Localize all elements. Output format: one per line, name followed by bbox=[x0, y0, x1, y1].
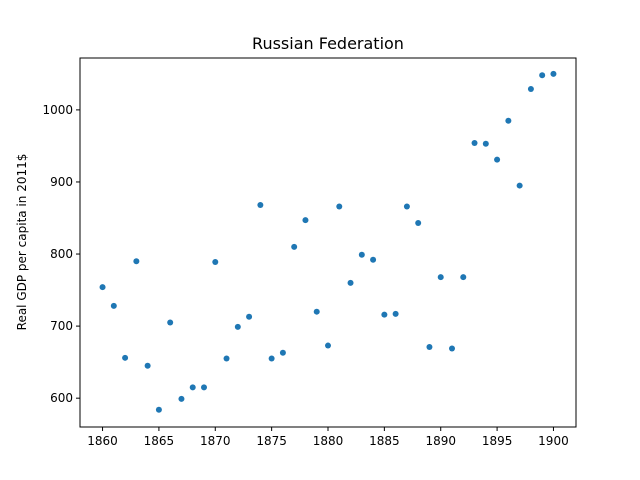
y-tick-label: 600 bbox=[50, 391, 73, 405]
data-point bbox=[325, 342, 331, 349]
x-tick-label: 1900 bbox=[538, 434, 569, 448]
data-point bbox=[155, 406, 162, 413]
x-tick-label: 1890 bbox=[425, 434, 456, 448]
data-point bbox=[482, 140, 489, 147]
data-point bbox=[167, 319, 174, 326]
data-point bbox=[381, 311, 388, 318]
plot-area: 1860 1865 1870 1875 1880 1885 1890 1895 1900 600 7… bbox=[42, 57, 577, 448]
data-point bbox=[347, 279, 354, 286]
data-point bbox=[178, 395, 185, 402]
data-point bbox=[370, 256, 377, 263]
data-point bbox=[392, 310, 399, 317]
data-point bbox=[291, 243, 298, 250]
data-point bbox=[539, 72, 546, 79]
data-point bbox=[302, 217, 309, 224]
data-point bbox=[133, 258, 140, 265]
data-point bbox=[471, 140, 478, 147]
y-axis-label: Real GDP per capita in 2011$ bbox=[15, 154, 29, 331]
data-point bbox=[122, 354, 129, 361]
x-tick-label: 1870 bbox=[200, 434, 231, 448]
data-point bbox=[189, 384, 196, 391]
data-point bbox=[144, 362, 151, 369]
data-point bbox=[201, 384, 207, 391]
x-tick-label: 1865 bbox=[144, 434, 175, 448]
data-point bbox=[234, 323, 241, 330]
chart-title: Russian Federation bbox=[252, 34, 404, 53]
data-point bbox=[268, 355, 275, 362]
data-point bbox=[110, 302, 117, 309]
data-point bbox=[516, 182, 523, 189]
data-point bbox=[257, 202, 264, 209]
data-point bbox=[460, 274, 467, 281]
data-point bbox=[403, 203, 410, 210]
x-tick-label: 1880 bbox=[313, 434, 344, 448]
y-tick-label: 900 bbox=[50, 175, 73, 189]
data-point bbox=[313, 308, 320, 315]
data-point bbox=[415, 220, 422, 227]
x-tick-label: 1885 bbox=[369, 434, 400, 448]
data-point bbox=[99, 284, 106, 291]
data-point bbox=[279, 349, 286, 356]
data-point bbox=[494, 156, 501, 163]
data-point bbox=[212, 258, 219, 265]
data-point bbox=[336, 203, 343, 210]
x-tick-label: 1860 bbox=[87, 434, 118, 448]
data-point bbox=[223, 355, 230, 362]
y-tick-label: 800 bbox=[50, 247, 73, 261]
data-point bbox=[449, 345, 455, 352]
x-tick-label: 1895 bbox=[482, 434, 513, 448]
x-tick-label: 1875 bbox=[256, 434, 287, 448]
y-tick-label: 1000 bbox=[42, 103, 73, 117]
data-point bbox=[550, 70, 557, 77]
data-point bbox=[358, 251, 365, 258]
data-point bbox=[505, 117, 512, 124]
data-point bbox=[426, 344, 433, 351]
y-tick-label: 700 bbox=[50, 319, 73, 333]
data-point bbox=[437, 274, 444, 281]
data-point bbox=[246, 313, 253, 320]
data-point bbox=[527, 85, 534, 92]
